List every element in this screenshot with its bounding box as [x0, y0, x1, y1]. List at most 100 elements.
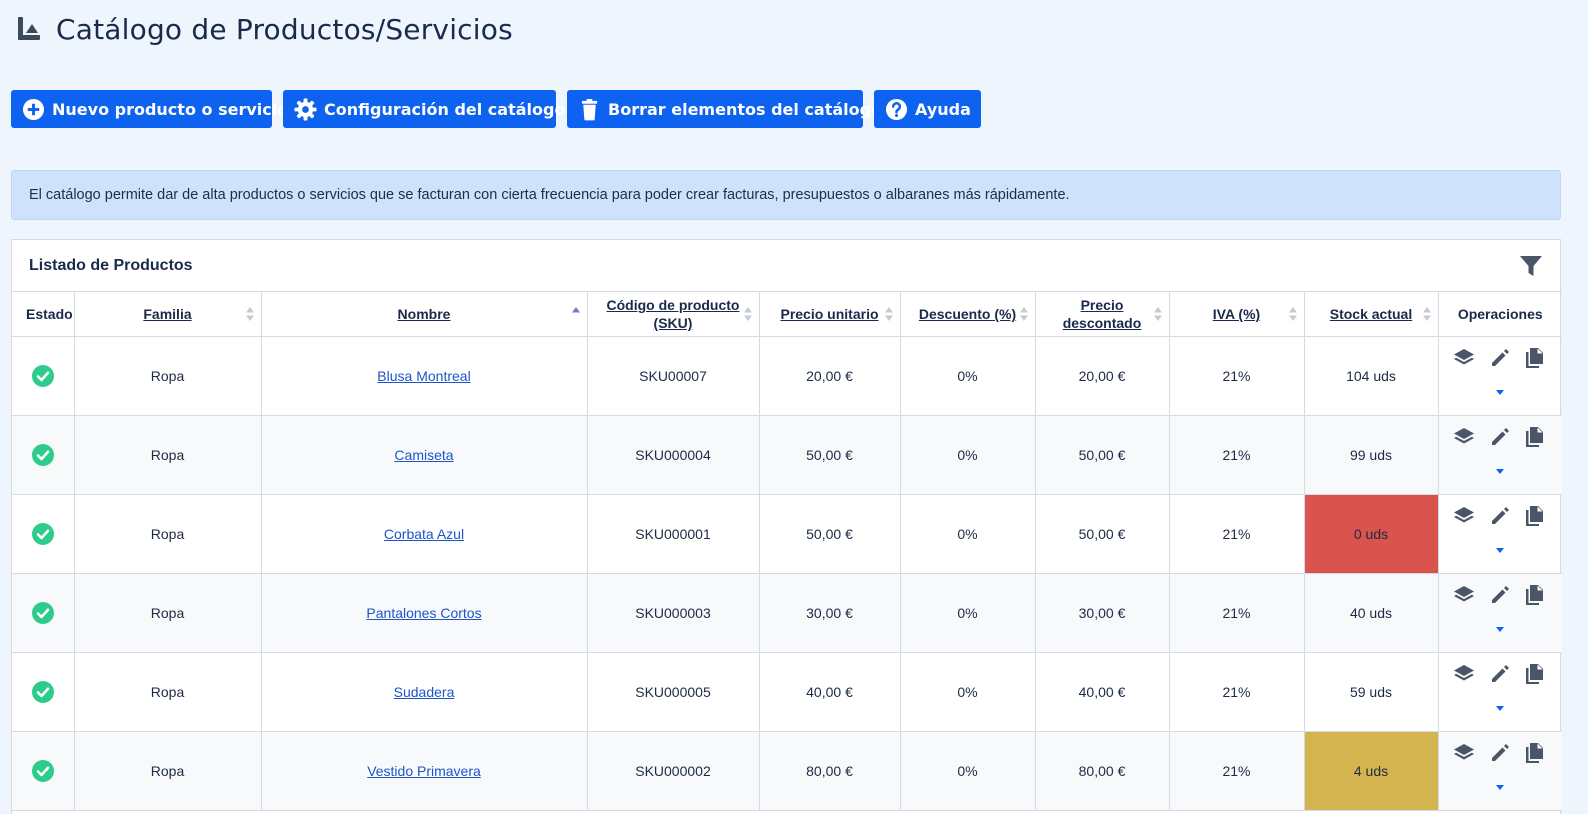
cell-iva: 21% — [1168, 573, 1305, 653]
new-product-button[interactable]: Nuevo producto o servicio — [11, 90, 288, 128]
layers-icon[interactable] — [1453, 663, 1475, 685]
info-alert: El catálogo permite dar de alta producto… — [11, 170, 1561, 220]
panel-title: Listado de Productos — [29, 256, 193, 274]
cell-operaciones — [1437, 494, 1562, 574]
copy-icon[interactable] — [1523, 426, 1545, 448]
check-circle-icon — [31, 444, 54, 466]
sort-icon[interactable] — [1153, 306, 1162, 322]
sort-icon[interactable] — [743, 306, 752, 322]
product-name-link[interactable]: Vestido Primavera — [367, 763, 481, 779]
column-header-label[interactable]: Código de producto (SKU) — [606, 297, 740, 331]
cell-stock-actual: 40 uds — [1303, 573, 1439, 653]
layers-icon[interactable] — [1453, 584, 1475, 606]
question-circle-icon — [885, 98, 908, 121]
layers-icon[interactable] — [1453, 347, 1475, 369]
pencil-icon[interactable] — [1489, 426, 1511, 448]
copy-icon[interactable] — [1523, 742, 1545, 764]
sort-icon[interactable] — [1422, 306, 1431, 322]
cell-descuento: 0% — [899, 573, 1036, 653]
sort-icon[interactable] — [1019, 306, 1028, 322]
help-button[interactable]: Ayuda — [874, 90, 981, 128]
caret-down-icon[interactable] — [1494, 782, 1506, 792]
page-header: Catálogo de Productos/Servicios — [16, 10, 513, 48]
column-header-stock-actual[interactable]: Stock actual — [1303, 291, 1439, 337]
info-text: El catálogo permite dar de alta producto… — [29, 187, 1070, 203]
layers-icon[interactable] — [1453, 505, 1475, 527]
trash-icon — [578, 98, 601, 121]
layers-icon[interactable] — [1453, 742, 1475, 764]
sort-icon[interactable] — [1288, 306, 1297, 322]
copy-icon[interactable] — [1523, 505, 1545, 527]
cell-estado — [12, 336, 75, 416]
product-name-link[interactable]: Pantalones Cortos — [366, 605, 482, 621]
cell-iva: 21% — [1168, 652, 1305, 732]
copy-icon[interactable] — [1523, 347, 1545, 369]
caret-down-icon[interactable] — [1494, 545, 1506, 555]
cell-descuento: 0% — [899, 494, 1036, 574]
column-header-nombre[interactable]: Nombre — [260, 291, 588, 337]
column-header-sku[interactable]: Código de producto (SKU) — [586, 291, 760, 337]
column-header-familia[interactable]: Familia — [73, 291, 262, 337]
column-header-label[interactable]: Stock actual — [1329, 306, 1413, 322]
pencil-icon[interactable] — [1489, 663, 1511, 685]
column-header-precio-unitario[interactable]: Precio unitario — [758, 291, 901, 337]
cell-descuento: 0% — [899, 415, 1036, 495]
column-header-descuento[interactable]: Descuento (%) — [899, 291, 1036, 337]
cell-sku: SKU000001 — [586, 494, 760, 574]
pencil-icon[interactable] — [1489, 584, 1511, 606]
cell-familia: Ropa — [73, 652, 262, 732]
caret-down-icon[interactable] — [1494, 466, 1506, 476]
pencil-icon[interactable] — [1489, 742, 1511, 764]
cell-precio-descontado: 40,00 € — [1034, 652, 1170, 732]
table-row: Ropa Corbata Azul SKU000001 50,00 €0% 50,00 … — [12, 494, 1562, 574]
cell-stock-actual: 59 uds — [1303, 652, 1439, 732]
sort-ascending-icon[interactable] — [571, 306, 580, 322]
sort-icon[interactable] — [884, 306, 893, 322]
cell-estado — [12, 415, 75, 495]
catalog-settings-button[interactable]: Configuración del catálogo — [283, 90, 565, 128]
column-header-precio-descontado[interactable]: Precio descontado — [1034, 291, 1170, 337]
cell-estado — [12, 731, 75, 811]
caret-down-icon[interactable] — [1494, 624, 1506, 634]
column-header-label[interactable]: Precio descontado — [1062, 297, 1142, 331]
cell-precio-unitario: 30,00 € — [758, 573, 901, 653]
filter-icon[interactable] — [1518, 253, 1544, 279]
column-header-operaciones: Operaciones — [1437, 291, 1562, 337]
column-header-label[interactable]: Nombre — [397, 306, 451, 322]
cell-precio-descontado: 80,00 € — [1034, 731, 1170, 811]
cell-descuento: 0% — [899, 336, 1036, 416]
sort-icon[interactable] — [245, 306, 254, 322]
cell-sku: SKU00007 — [586, 336, 760, 416]
check-circle-icon — [31, 760, 54, 782]
caret-down-icon[interactable] — [1494, 387, 1506, 397]
products-panel: Listado de Productos Estado Familia Nombre… — [11, 239, 1562, 814]
cell-stock-actual: 104 uds — [1303, 336, 1439, 416]
cell-stock-actual: 99 uds — [1303, 415, 1439, 495]
product-name-link[interactable]: Sudadera — [393, 684, 455, 700]
product-name-link[interactable]: Blusa Montreal — [377, 368, 471, 384]
layers-icon[interactable] — [1453, 426, 1475, 448]
copy-icon[interactable] — [1523, 584, 1545, 606]
cell-nombre: Corbata Azul — [260, 494, 588, 574]
column-header-label[interactable]: Familia — [143, 306, 192, 322]
copy-icon[interactable] — [1523, 663, 1545, 685]
pencil-icon[interactable] — [1489, 347, 1511, 369]
pencil-icon[interactable] — [1489, 505, 1511, 527]
product-name-link[interactable]: Corbata Azul — [383, 526, 465, 542]
cell-nombre: Vestido Primavera — [260, 731, 588, 811]
toolbar: Nuevo producto o servicio Configuración … — [11, 90, 981, 128]
column-header-label[interactable]: IVA (%) — [1212, 306, 1261, 322]
column-header-iva[interactable]: IVA (%) — [1168, 291, 1305, 337]
cell-sku: SKU000003 — [586, 573, 760, 653]
delete-items-button[interactable]: Borrar elementos del catálogo — [567, 90, 882, 128]
column-header-label[interactable]: Descuento (%) — [918, 306, 1017, 322]
caret-down-icon[interactable] — [1494, 703, 1506, 713]
product-name-link[interactable]: Camiseta — [394, 447, 454, 463]
plus-circle-icon — [22, 98, 45, 121]
column-header-label[interactable]: Precio unitario — [780, 306, 879, 322]
panel-header: Listado de Productos — [12, 240, 1560, 291]
cell-precio-unitario: 50,00 € — [758, 494, 901, 574]
cell-sku: SKU000005 — [586, 652, 760, 732]
cell-nombre: Sudadera — [260, 652, 588, 732]
check-circle-icon — [31, 523, 54, 545]
